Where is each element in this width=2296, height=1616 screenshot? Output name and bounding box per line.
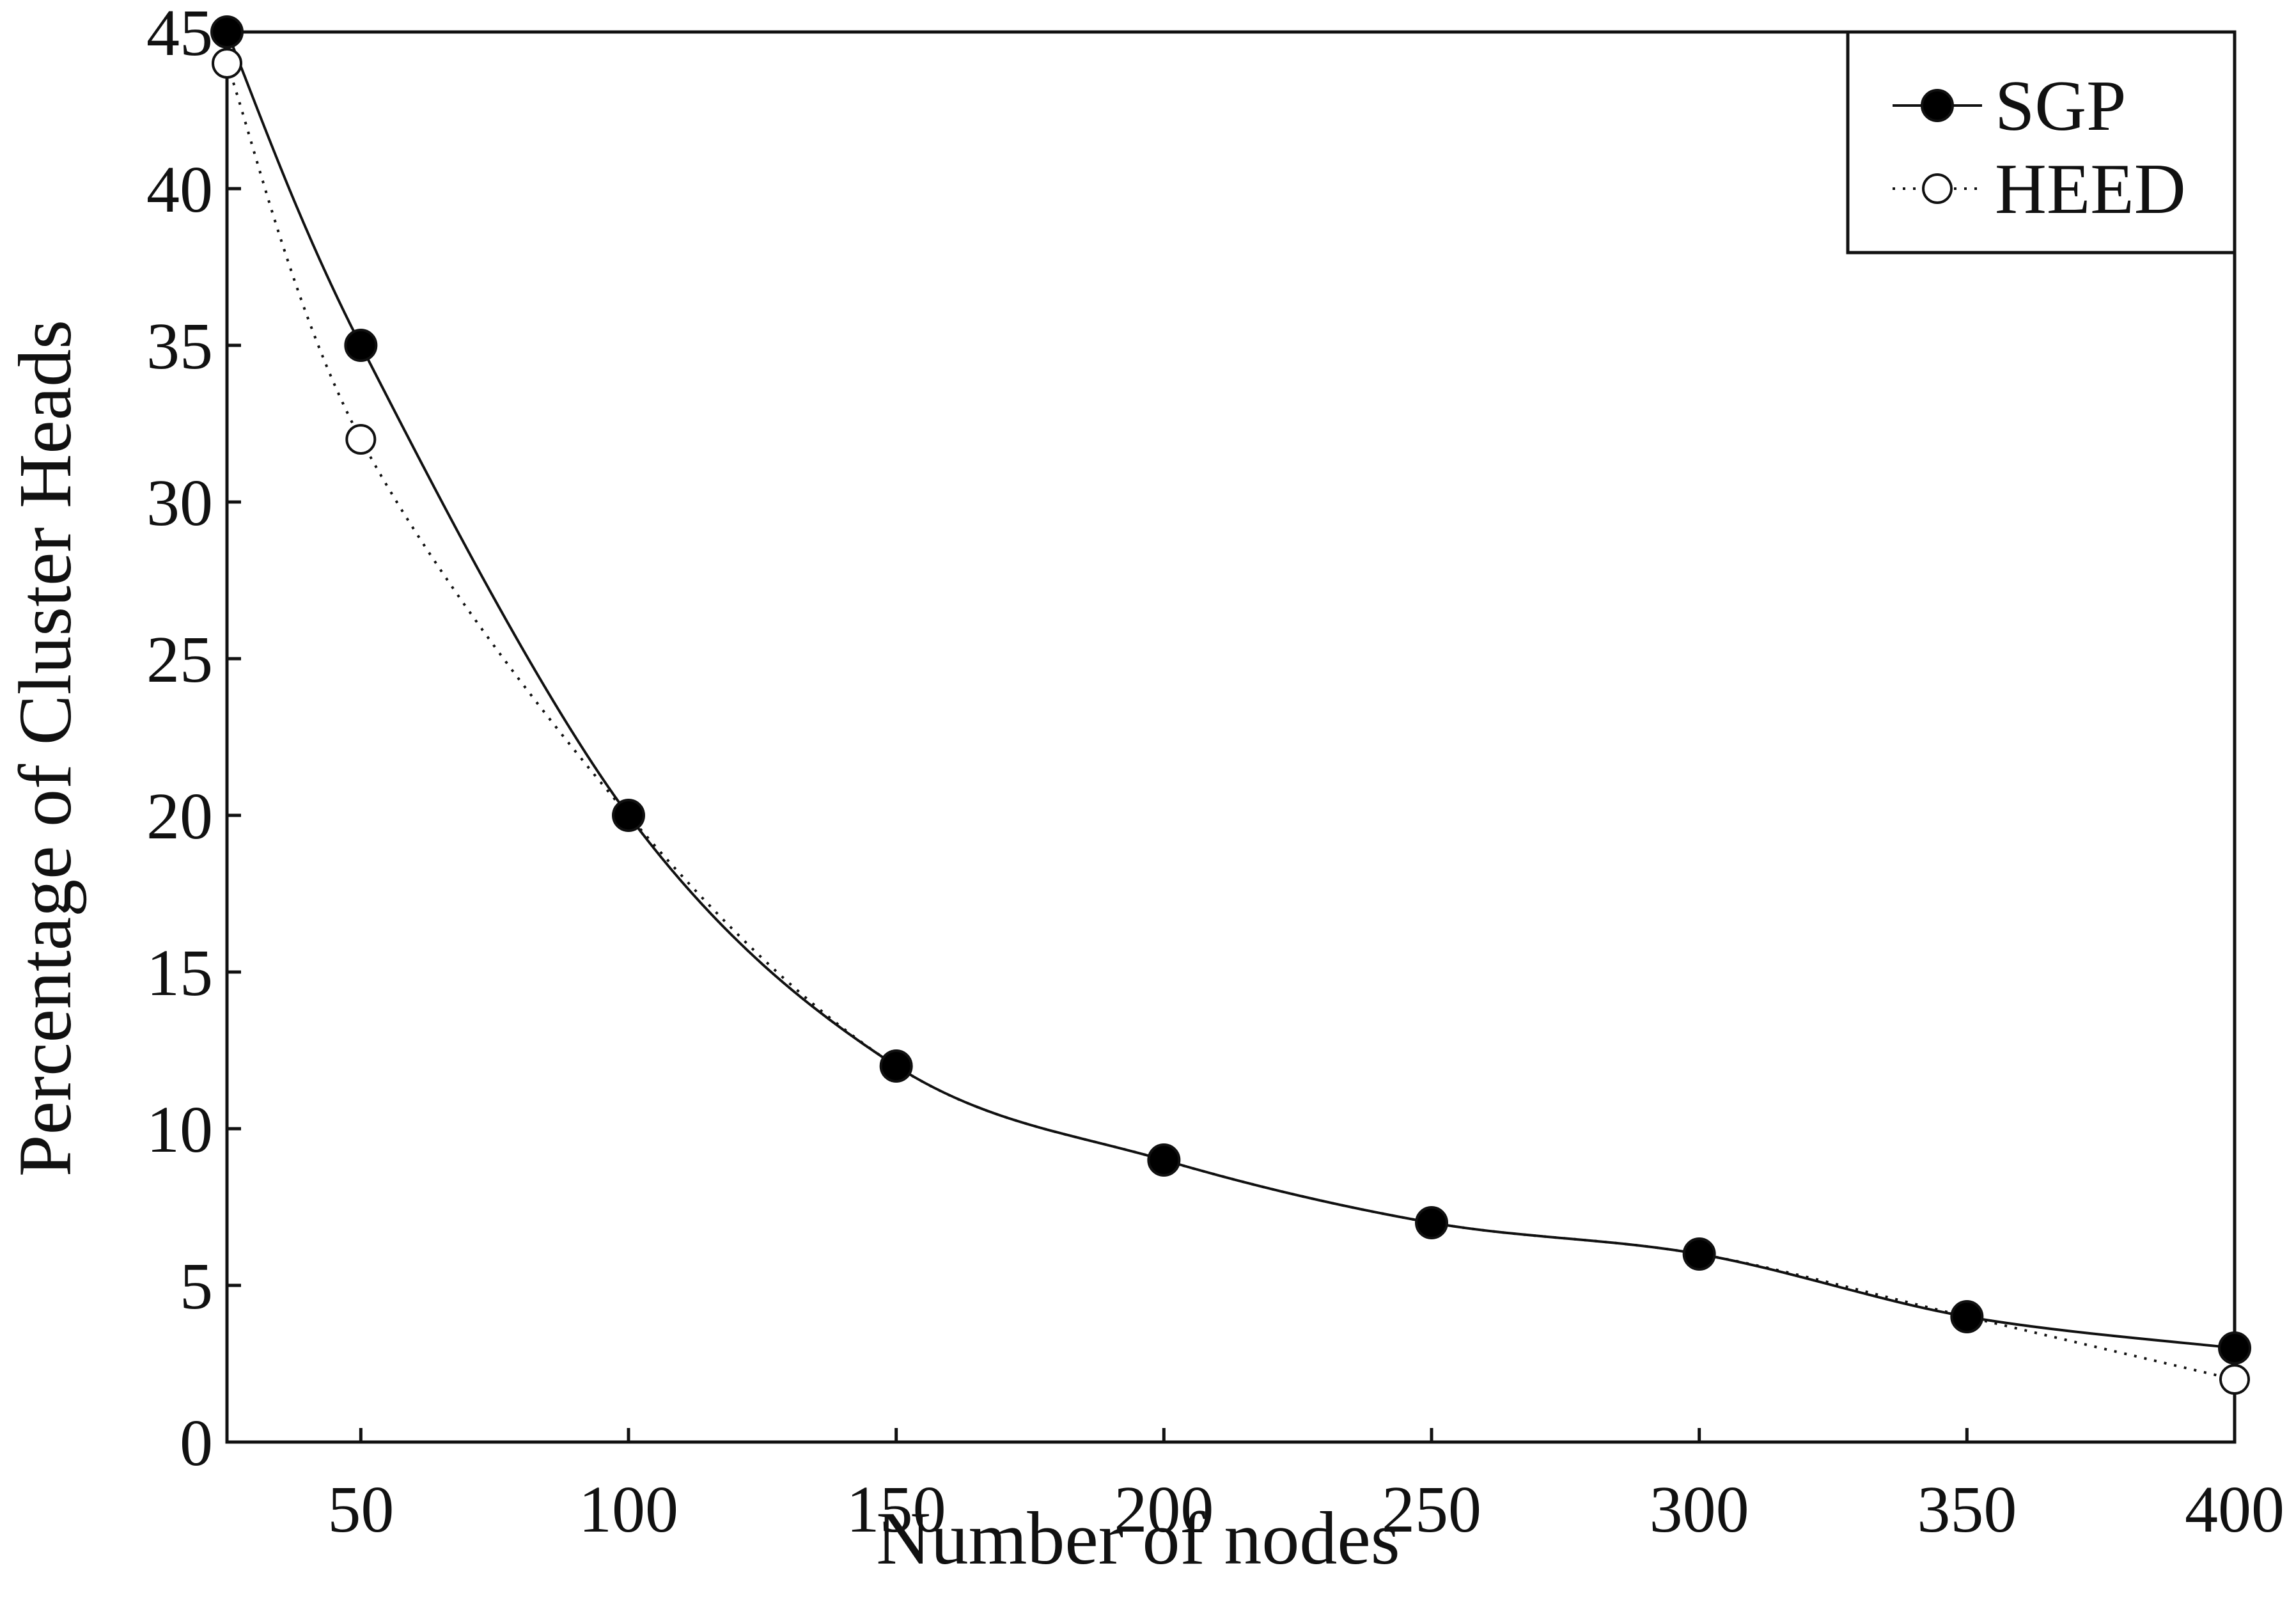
y-tick-label: 35 [146, 310, 213, 383]
x-axis: 50 100 150 200 250 300 350 400 [327, 1428, 2284, 1546]
y-tick-label: 40 [146, 153, 213, 226]
sgp-point [1950, 1300, 1984, 1333]
plot-border [225, 30, 2237, 1444]
x-tick-label: 250 [1382, 1473, 1481, 1546]
x-tick-label: 50 [327, 1473, 394, 1546]
y-axis: 0 5 10 15 20 25 30 35 40 45 [146, 0, 241, 1480]
y-tick-label: 45 [146, 0, 213, 70]
sgp-point [612, 799, 645, 832]
x-tick-label: 200 [1114, 1473, 1214, 1546]
legend-box [1846, 30, 2237, 255]
sgp-point [1147, 1143, 1181, 1177]
x-tick-label: 300 [1650, 1473, 1749, 1546]
y-axis-title: Percentage of Cluster Heads [3, 320, 87, 1177]
legend-label-heed: HEED [1995, 150, 2186, 229]
x-tick-label: 400 [2185, 1473, 2284, 1546]
sgp-point [1415, 1206, 1448, 1239]
y-tick-label: 25 [146, 623, 213, 696]
y-tick-label: 10 [146, 1093, 213, 1166]
legend-marker-sgp [1921, 89, 1954, 122]
sgp-point [1682, 1237, 1716, 1271]
sgp-point [879, 1049, 913, 1083]
y-tick-label: 0 [180, 1406, 213, 1480]
series-markers [210, 15, 2251, 1395]
sgp-point [210, 15, 244, 49]
x-tick-label: 350 [1917, 1473, 2017, 1546]
y-tick-label: 15 [146, 936, 213, 1010]
heed-line [226, 63, 2235, 1381]
legend-marker-heed [1922, 173, 1953, 204]
heed-point [345, 424, 377, 455]
heed-point [2219, 1364, 2250, 1395]
plot-frame [225, 30, 2237, 1444]
heed-point [212, 48, 242, 79]
sgp-point [344, 329, 378, 362]
y-tick-label: 5 [180, 1250, 213, 1323]
series-lines [226, 31, 2235, 1381]
x-axis-title: Number of nodes [876, 1496, 1400, 1580]
y-tick-label: 30 [146, 466, 213, 540]
x-tick-label: 150 [847, 1473, 946, 1546]
sgp-line [226, 31, 2235, 1349]
sgp-point [2218, 1331, 2251, 1365]
legend-label-sgp: SGP [1995, 67, 2126, 146]
y-tick-label: 20 [146, 780, 213, 853]
x-tick-label: 100 [579, 1473, 678, 1546]
